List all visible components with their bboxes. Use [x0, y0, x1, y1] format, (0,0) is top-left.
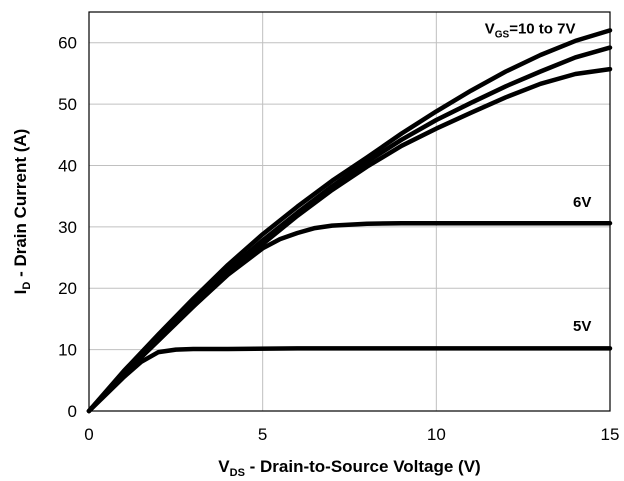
- y-tick-label: 0: [68, 402, 77, 421]
- x-axis-title: VDS - Drain-to-Source Voltage (V): [218, 457, 480, 479]
- y-tick-label: 50: [58, 95, 77, 114]
- x-tick-label: 5: [258, 425, 267, 444]
- x-tick-label: 0: [84, 425, 93, 444]
- y-tick-label: 30: [58, 218, 77, 237]
- tick-labels: 0 5 10 15 0 10 20 30 40 50 60: [58, 34, 619, 444]
- annotations: VGS=10 to 7V 6V 5V: [485, 20, 592, 335]
- curve-label: 5V: [573, 318, 591, 335]
- y-tick-label: 20: [58, 279, 77, 298]
- series-line-1: [86, 28, 613, 414]
- series-line-5: [86, 346, 613, 414]
- x-tick-label: 15: [601, 425, 620, 444]
- curve-label: 6V: [573, 194, 591, 211]
- y-tick-label: 60: [58, 34, 77, 53]
- series-line-4: [86, 220, 613, 414]
- series-group: [86, 28, 613, 414]
- curve-label: VGS=10 to 7V: [485, 20, 576, 40]
- series-line-2: [86, 45, 613, 414]
- y-tick-label: 40: [58, 156, 77, 175]
- y-tick-label: 10: [58, 341, 77, 360]
- x-tick-label: 10: [427, 425, 446, 444]
- y-axis-title: ID - Drain Current (A): [11, 129, 33, 295]
- series-line-3: [86, 66, 613, 414]
- plot-frame: [88, 11, 611, 412]
